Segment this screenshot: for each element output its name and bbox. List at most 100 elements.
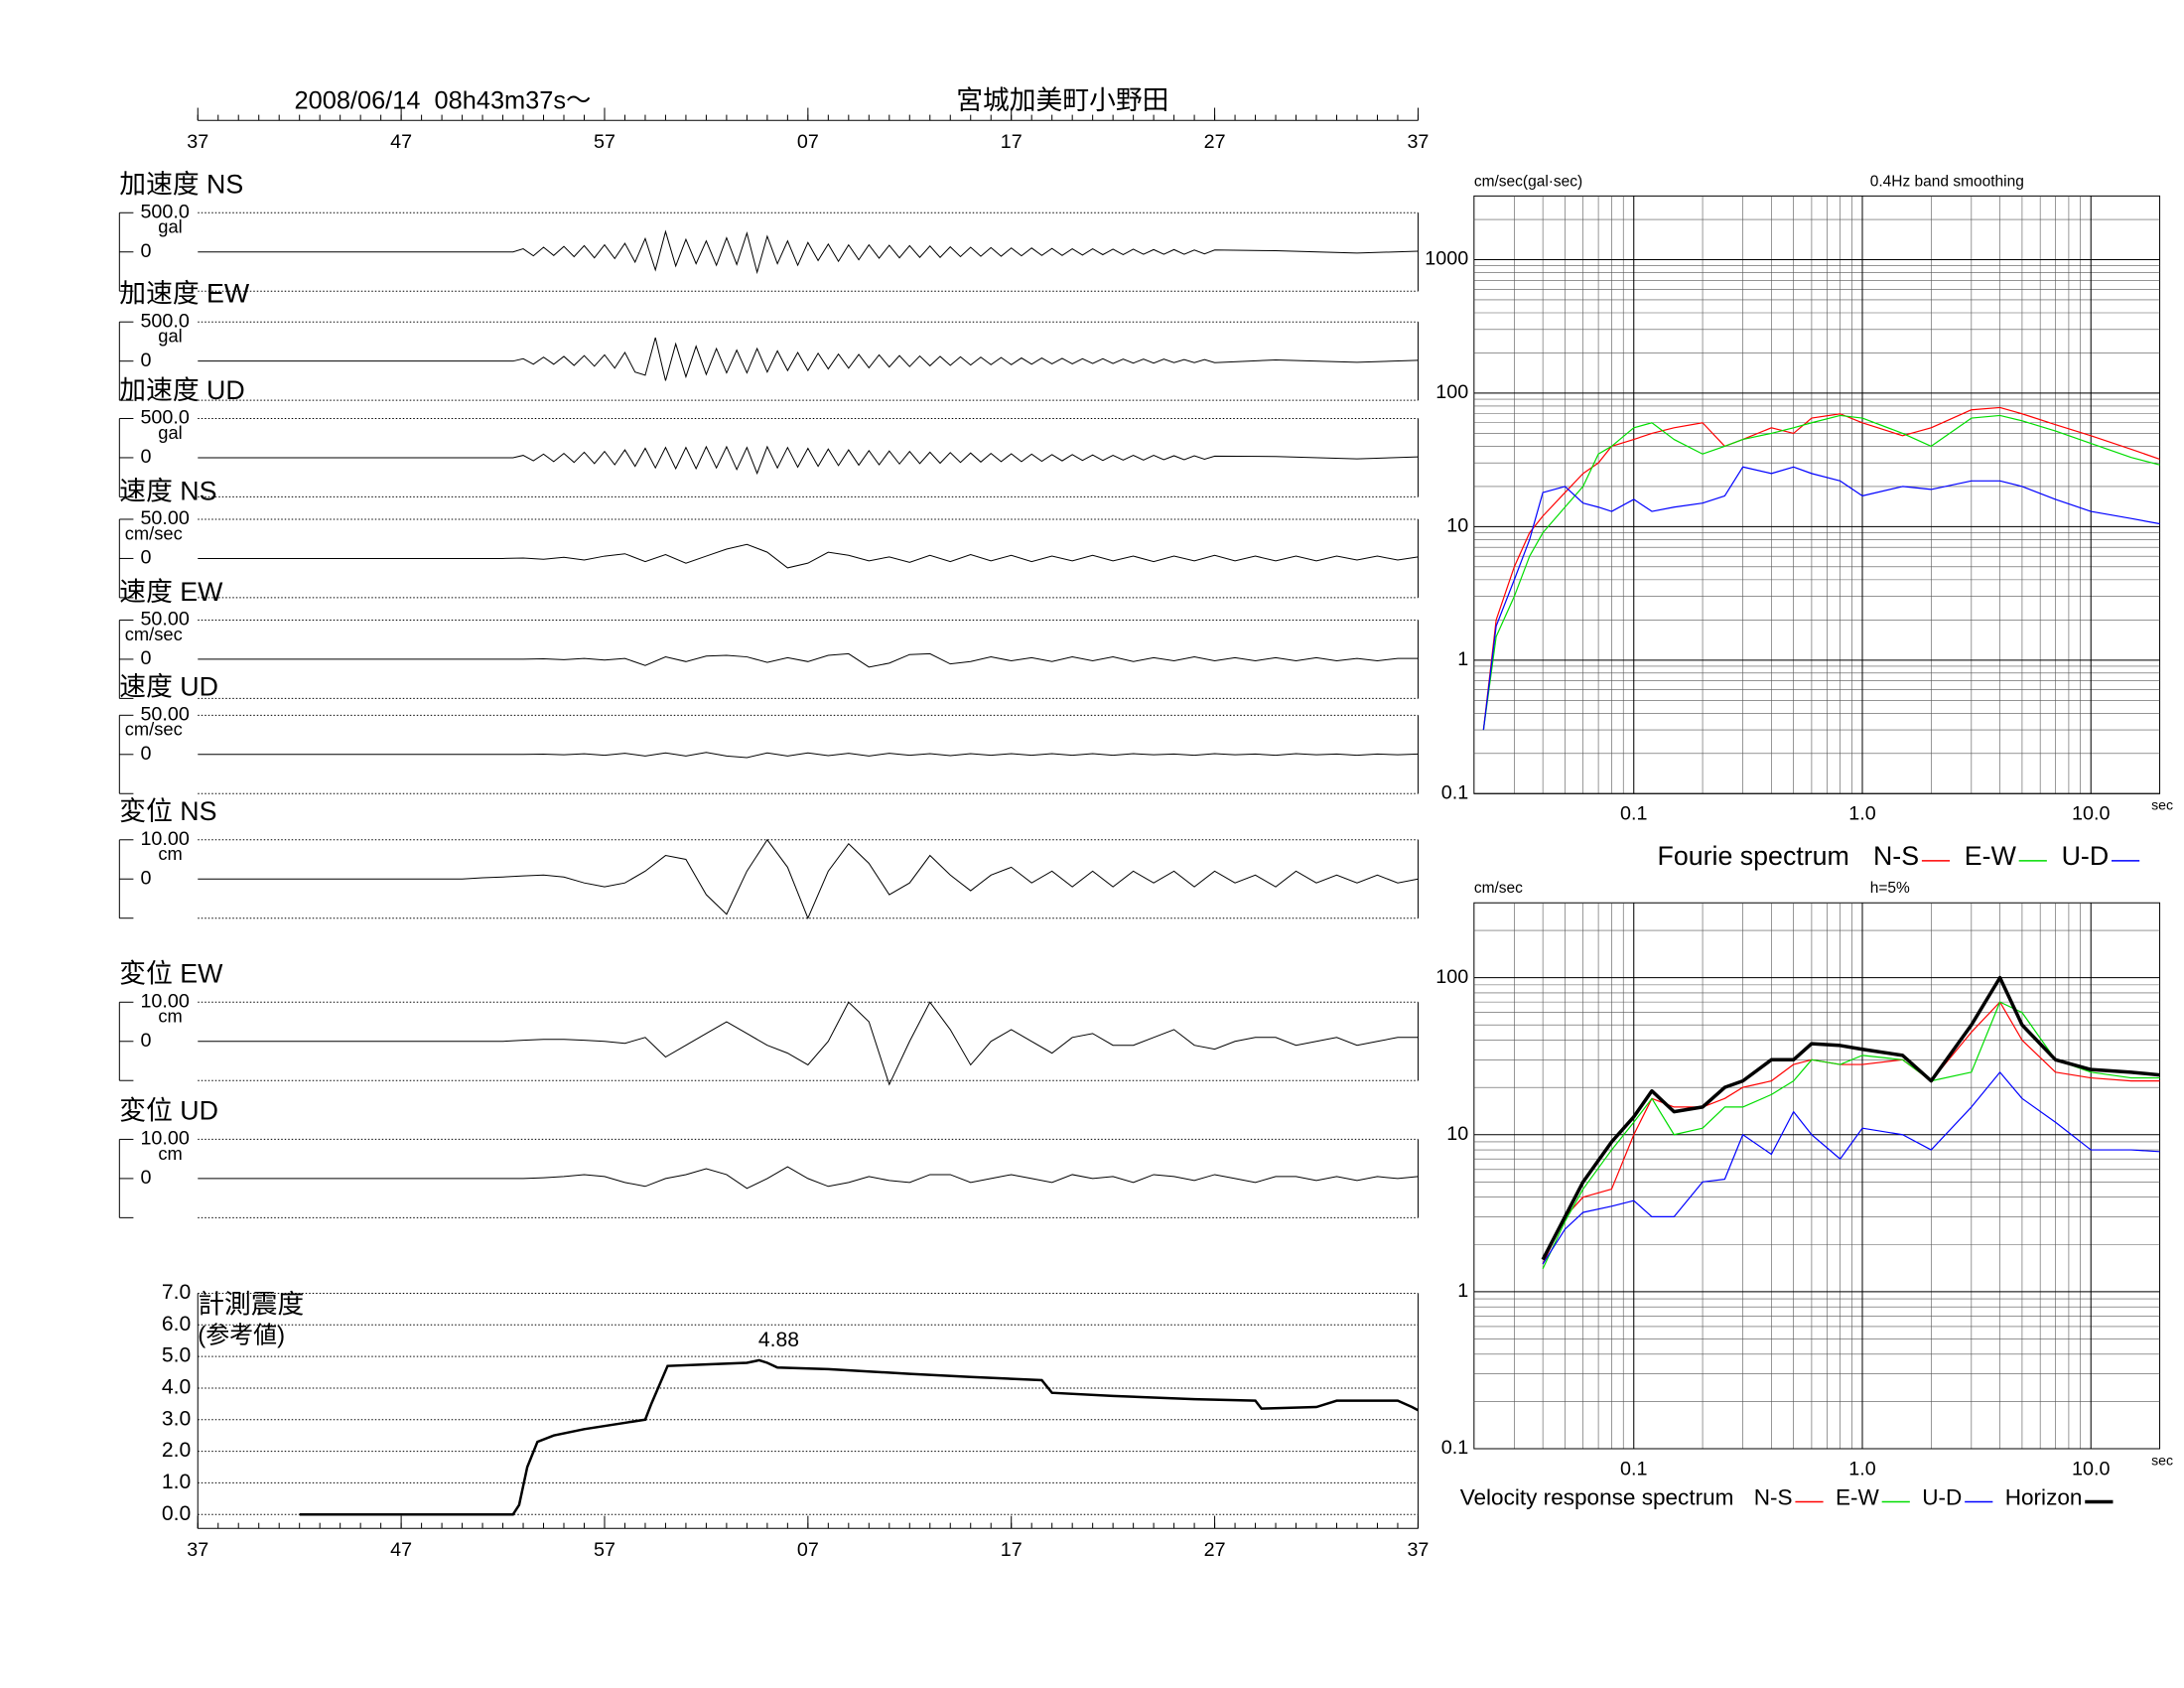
x-tick-label: 27 (1204, 1539, 1226, 1561)
y-tick-label: 0 (140, 446, 151, 468)
spectrum-line (1543, 1072, 2159, 1264)
y-tick-label: 0 (140, 647, 151, 669)
y-tick-label: 1.0 (162, 1471, 191, 1493)
x-tick-label: 10.0 (2072, 1458, 2110, 1479)
legend-title: Fourie spectrum (1657, 841, 1848, 871)
y-tick-label: 10 (1446, 515, 1468, 537)
x-tick-label: 07 (797, 1539, 819, 1561)
intensity-line (300, 1360, 1419, 1514)
y-tick-label: 10 (1446, 1123, 1468, 1145)
x-tick-label: 57 (594, 1539, 615, 1561)
trace (198, 544, 1418, 568)
station-name: 宮城加美町小野田 (956, 85, 1168, 115)
trace-title: 加速度 UD (119, 375, 244, 405)
legend-label: Horizon (2005, 1485, 2083, 1510)
unit-label: cm/sec (125, 624, 183, 644)
x-tick-label: 37 (1407, 131, 1429, 153)
chart-subtitle: (参考値) (198, 1323, 285, 1349)
y-unit: cm/sec (1474, 880, 1523, 897)
x-tick-label: 27 (1204, 131, 1226, 153)
y-tick-label: 6.0 (162, 1313, 191, 1336)
legend-label: U-D (1922, 1485, 1962, 1510)
x-tick-label: 17 (1001, 1539, 1023, 1561)
legend-label: N-S (1754, 1485, 1793, 1510)
x-tick-label: 0.1 (1620, 1458, 1647, 1479)
spectrum-line (1543, 1002, 2159, 1269)
unit-label: gal (158, 326, 182, 347)
y-tick-label: 10.00 (140, 828, 189, 850)
y-tick-label: 3.0 (162, 1407, 191, 1430)
y-tick-label: 1000 (1425, 248, 1468, 270)
y-tick-label: 0 (140, 1030, 151, 1052)
x-tick-label: 0.1 (1620, 803, 1647, 825)
x-tick-label: 07 (797, 131, 819, 153)
y-tick-label: 50.00 (140, 704, 189, 726)
unit-label: cm (158, 843, 182, 864)
y-tick-label: 7.0 (162, 1281, 191, 1304)
trace (198, 231, 1418, 272)
trace-title: 変位 NS (119, 796, 216, 826)
y-tick-label: 0 (140, 547, 151, 569)
y-unit: cm/sec(gal·sec) (1474, 173, 1582, 190)
y-tick-label: 2.0 (162, 1439, 191, 1462)
trace-title: 変位 UD (119, 1096, 218, 1126)
x-tick-label: 10.0 (2072, 803, 2110, 825)
y-tick-label: 50.00 (140, 609, 189, 631)
y-tick-label: 4.0 (162, 1376, 191, 1399)
unit-label: cm (158, 1143, 182, 1164)
trace-title: 加速度 NS (119, 170, 243, 200)
trace-title: 速度 UD (119, 672, 218, 702)
y-tick-label: 0 (140, 867, 151, 889)
y-tick-label: 500.0 (140, 310, 189, 332)
spectrum-line (1483, 467, 2159, 730)
y-tick-label: 50.00 (140, 507, 189, 529)
peak-label: 4.88 (758, 1329, 799, 1351)
legend-label: U-D (2062, 841, 2110, 871)
y-tick-label: 0.1 (1441, 781, 1468, 803)
chart-subtitle: 0.4Hz band smoothing (1870, 173, 2024, 190)
spectrum-line (1543, 978, 2159, 1260)
y-tick-label: 0 (140, 743, 151, 765)
x-tick-label: 17 (1001, 131, 1023, 153)
x-tick-label: 47 (390, 131, 412, 153)
x-tick-label: 37 (187, 1539, 208, 1561)
trace-title: 変位 EW (119, 959, 223, 989)
spectrum-line (1543, 1002, 2159, 1264)
unit-label: cm/sec (125, 719, 183, 740)
trace (198, 1002, 1418, 1084)
y-tick-label: 100 (1435, 381, 1468, 403)
trace (198, 1167, 1418, 1189)
x-tick-label: 37 (1407, 1539, 1429, 1561)
trace-title: 速度 EW (119, 577, 223, 607)
x-unit: sec (2151, 1452, 2173, 1468)
legend-title: Velocity response spectrum (1460, 1485, 1734, 1510)
chart-subtitle: h=5% (1870, 880, 1910, 897)
y-tick-label: 0 (140, 240, 151, 262)
trace-title: 速度 NS (119, 476, 216, 505)
y-tick-label: 0 (140, 350, 151, 371)
trace (198, 338, 1418, 380)
y-tick-label: 0 (140, 1167, 151, 1189)
x-tick-label: 47 (390, 1539, 412, 1561)
legend-label: E-W (1836, 1485, 1880, 1510)
record-datetime: 2008/06/14 08h43m37s〜 (295, 87, 592, 115)
x-tick-label: 1.0 (1848, 1458, 1875, 1479)
y-tick-label: 1 (1457, 1280, 1468, 1302)
y-tick-label: 0.1 (1441, 1437, 1468, 1459)
trace (198, 753, 1418, 758)
unit-label: gal (158, 216, 182, 237)
y-tick-label: 100 (1435, 966, 1468, 988)
y-tick-label: 10.00 (140, 1128, 189, 1150)
trace (198, 447, 1418, 474)
chart-title: 計測震度 (198, 1289, 304, 1319)
trace (198, 653, 1418, 666)
y-tick-label: 500.0 (140, 407, 189, 429)
y-tick-label: 500.0 (140, 201, 189, 222)
legend-label: E-W (1965, 841, 2017, 871)
unit-label: cm/sec (125, 522, 183, 543)
x-tick-label: 57 (594, 131, 615, 153)
y-tick-label: 10.00 (140, 991, 189, 1013)
